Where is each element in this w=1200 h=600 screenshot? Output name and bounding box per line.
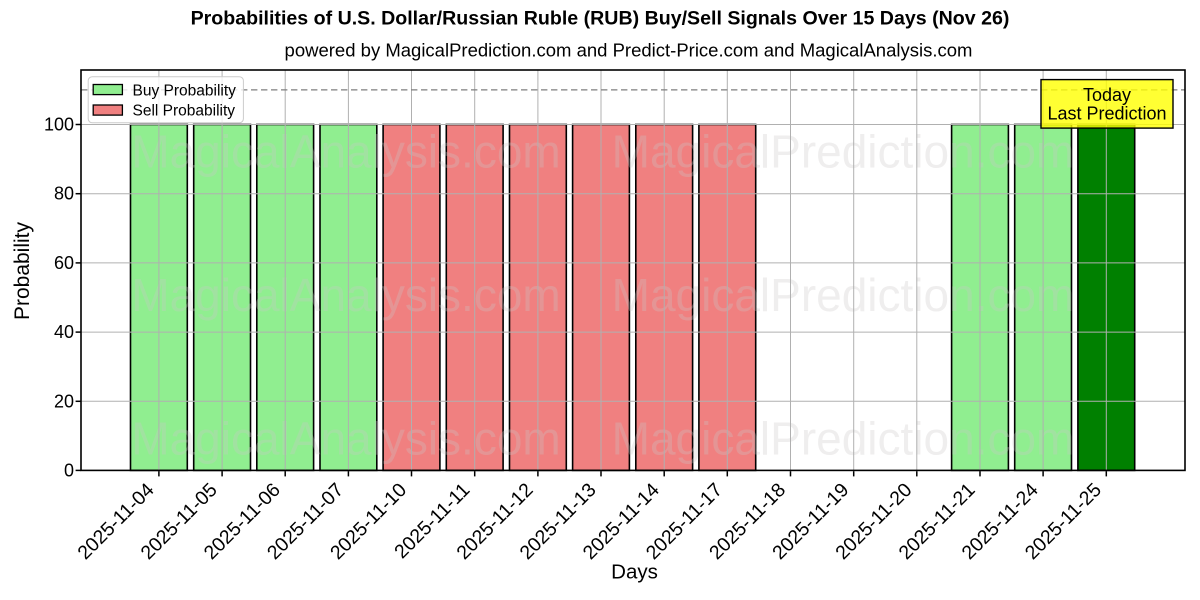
svg-text:Probabilities of U.S. Dollar/R: Probabilities of U.S. Dollar/Russian Rub…: [191, 8, 1010, 30]
svg-text:100: 100: [44, 115, 74, 135]
svg-text:MagicalAnalysis.com: MagicalAnalysis.com: [131, 413, 560, 465]
svg-text:Days: Days: [611, 561, 658, 584]
svg-text:MagicalPrediction.com: MagicalPrediction.com: [612, 269, 1075, 321]
svg-text:20: 20: [54, 391, 74, 411]
svg-text:Sell Probability: Sell Probability: [133, 103, 236, 120]
svg-text:MagicalPrediction.com: MagicalPrediction.com: [612, 413, 1075, 465]
svg-text:Buy Probability: Buy Probability: [133, 82, 237, 99]
svg-text:Last Prediction: Last Prediction: [1047, 103, 1166, 123]
svg-text:80: 80: [54, 184, 74, 204]
svg-text:0: 0: [64, 460, 74, 480]
svg-text:MagicalAnalysis.com: MagicalAnalysis.com: [131, 126, 560, 178]
svg-text:MagicalPrediction.com: MagicalPrediction.com: [612, 126, 1075, 178]
svg-text:Probability: Probability: [11, 221, 34, 320]
svg-text:powered by MagicalPrediction.c: powered by MagicalPrediction.com and Pre…: [285, 40, 973, 61]
svg-text:Today: Today: [1083, 85, 1131, 105]
svg-text:MagicalAnalysis.com: MagicalAnalysis.com: [131, 269, 560, 321]
svg-text:60: 60: [54, 253, 74, 273]
svg-text:40: 40: [54, 322, 74, 342]
